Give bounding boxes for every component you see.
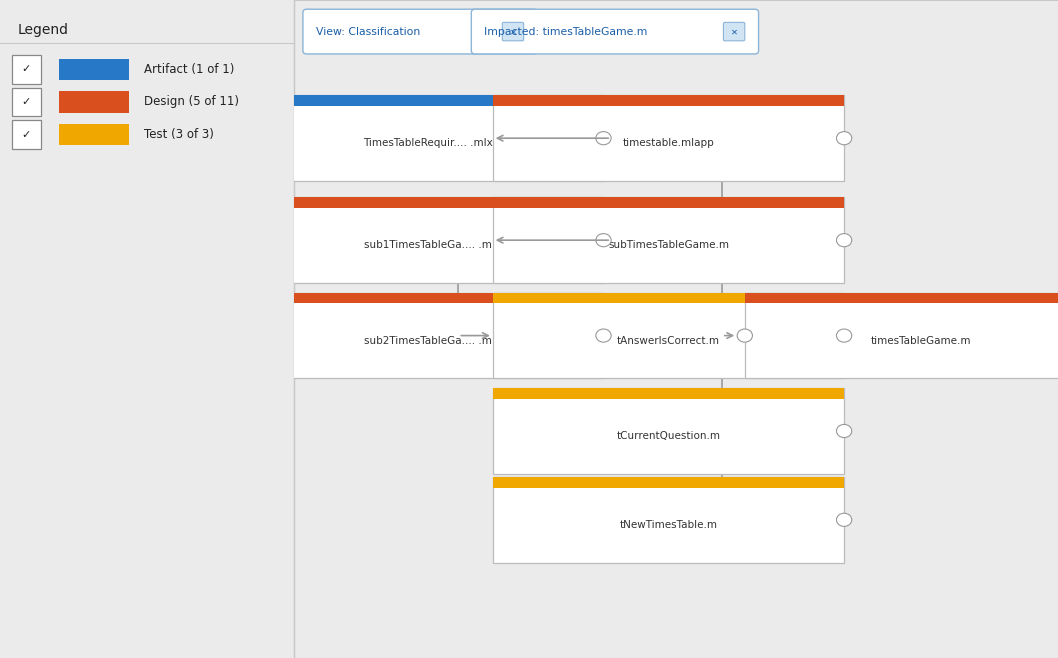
Bar: [59, 59, 129, 80]
Circle shape: [596, 132, 612, 145]
Bar: [12, 120, 41, 149]
Text: Impacted: timesTableGame.m: Impacted: timesTableGame.m: [485, 26, 647, 37]
Text: subTimesTableGame.m: subTimesTableGame.m: [608, 240, 729, 251]
FancyBboxPatch shape: [252, 293, 603, 303]
Text: Design (5 of 11): Design (5 of 11): [144, 95, 239, 109]
Text: tAnswerIsCorrect.m: tAnswerIsCorrect.m: [617, 336, 719, 346]
Bar: [59, 91, 129, 113]
Text: timesTableGame.m: timesTableGame.m: [871, 336, 971, 346]
Circle shape: [837, 329, 852, 342]
FancyBboxPatch shape: [745, 293, 1058, 378]
FancyBboxPatch shape: [252, 95, 603, 106]
FancyBboxPatch shape: [493, 197, 844, 283]
Text: View: Classification: View: Classification: [316, 26, 420, 37]
Bar: [59, 124, 129, 145]
FancyBboxPatch shape: [472, 9, 759, 54]
Circle shape: [837, 132, 852, 145]
Text: ✕: ✕: [731, 27, 737, 36]
Bar: [12, 55, 41, 84]
FancyBboxPatch shape: [493, 95, 844, 181]
FancyBboxPatch shape: [252, 197, 603, 283]
Circle shape: [837, 424, 852, 438]
FancyBboxPatch shape: [493, 197, 844, 208]
FancyBboxPatch shape: [252, 293, 603, 378]
FancyBboxPatch shape: [493, 293, 844, 303]
Text: ✓: ✓: [22, 97, 31, 107]
FancyBboxPatch shape: [493, 477, 844, 563]
Text: ✕: ✕: [510, 27, 516, 36]
Circle shape: [737, 329, 752, 342]
Circle shape: [837, 234, 852, 247]
FancyBboxPatch shape: [252, 95, 603, 181]
FancyBboxPatch shape: [493, 477, 844, 488]
FancyBboxPatch shape: [303, 9, 537, 54]
Text: Test (3 of 3): Test (3 of 3): [144, 128, 214, 141]
Text: TimesTableRequir.... .mlx: TimesTableRequir.... .mlx: [363, 138, 493, 149]
FancyBboxPatch shape: [724, 22, 745, 41]
Circle shape: [596, 234, 612, 247]
FancyBboxPatch shape: [503, 22, 524, 41]
FancyBboxPatch shape: [493, 388, 844, 474]
Circle shape: [837, 513, 852, 526]
Text: tNewTimesTable.m: tNewTimesTable.m: [619, 520, 717, 530]
Circle shape: [596, 329, 612, 342]
Text: ✓: ✓: [22, 130, 31, 140]
Text: ✓: ✓: [22, 64, 31, 74]
Text: Legend: Legend: [18, 23, 69, 37]
FancyBboxPatch shape: [252, 197, 603, 208]
Text: sub2TimesTableGa.... .m: sub2TimesTableGa.... .m: [364, 336, 492, 346]
FancyBboxPatch shape: [745, 293, 1058, 303]
FancyBboxPatch shape: [493, 95, 844, 106]
Text: tCurrentQuestion.m: tCurrentQuestion.m: [617, 431, 720, 442]
Text: sub1TimesTableGa.... .m: sub1TimesTableGa.... .m: [364, 240, 492, 251]
FancyBboxPatch shape: [493, 293, 844, 378]
FancyBboxPatch shape: [493, 388, 844, 399]
Text: Artifact (1 of 1): Artifact (1 of 1): [144, 63, 235, 76]
Bar: [12, 88, 41, 116]
Text: timestable.mlapp: timestable.mlapp: [622, 138, 714, 149]
